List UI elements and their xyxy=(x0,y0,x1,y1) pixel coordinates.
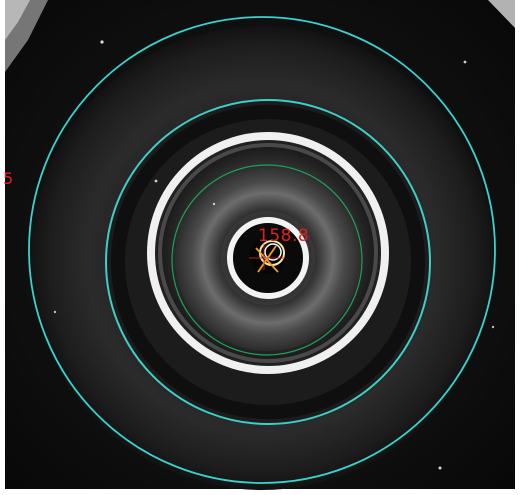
center-ring xyxy=(227,217,309,299)
center-fit-marker-inner xyxy=(264,243,282,261)
edge-label: 5 xyxy=(3,169,13,188)
corner-artifact-top-right xyxy=(488,0,515,28)
speck xyxy=(491,325,495,329)
speck xyxy=(154,179,158,183)
corner-highlight-top-left xyxy=(5,0,30,40)
white-ring xyxy=(147,132,389,374)
speck xyxy=(463,60,467,64)
white-ring-inner-shadow xyxy=(158,143,378,363)
speck xyxy=(100,40,104,44)
speck xyxy=(438,466,442,470)
speck xyxy=(53,310,57,314)
inner-fit-circle xyxy=(171,164,363,356)
mid-fit-circle xyxy=(105,99,431,425)
center-glow xyxy=(221,211,315,305)
dark-ring xyxy=(111,105,425,419)
center-cross-diag2 xyxy=(257,245,277,273)
speck xyxy=(212,202,216,206)
measurement-label: 158.8 xyxy=(258,226,309,246)
outer-fit-circle xyxy=(28,16,496,484)
